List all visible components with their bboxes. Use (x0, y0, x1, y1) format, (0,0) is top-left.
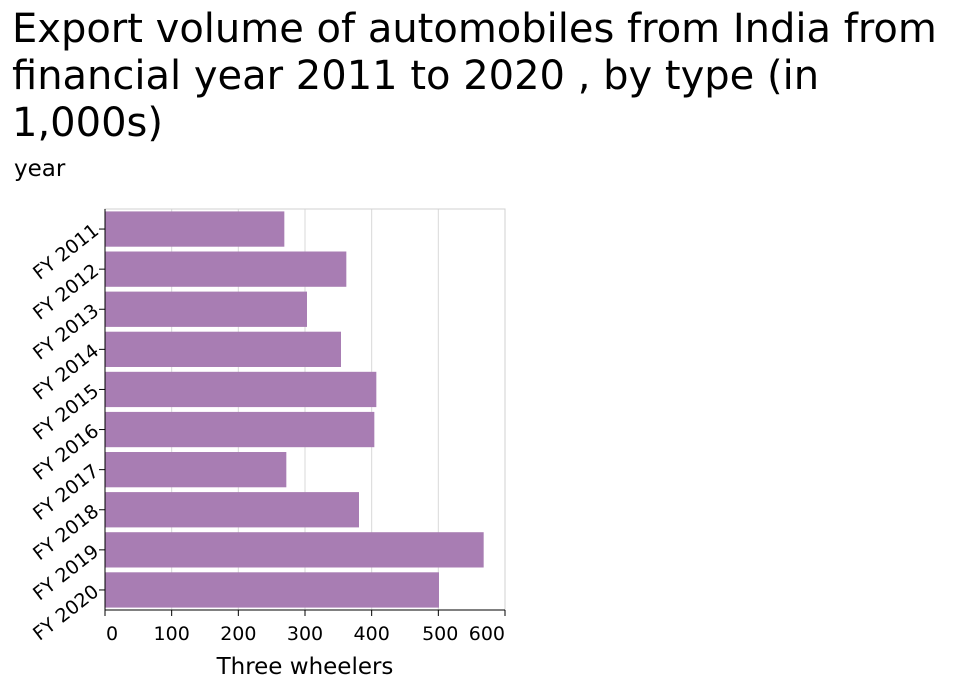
x-axis-label: Three wheelers (216, 654, 394, 680)
bar: FY 2020: 501 (105, 572, 439, 608)
bar: FY 2017: 272 (105, 452, 287, 488)
chart-title: Export volume of automobiles from India … (12, 6, 937, 146)
x-tick-label: 400 (354, 623, 390, 645)
bar: FY 2011: 269 (105, 211, 285, 247)
bars: FY 2011: 269 FY 2012: 362 FY 2013: 303 FY 2… (105, 211, 484, 608)
bar: FY 2013: 303 (105, 291, 307, 327)
bar: FY 2016: 404 (105, 411, 375, 448)
bar: FY 2014: 354 (105, 331, 341, 367)
y-axis-label: year (14, 156, 66, 182)
bar: FY 2018: 381 (105, 492, 359, 528)
bar: FY 2012: 362 (105, 251, 347, 287)
x-tick-label: 0 (106, 623, 118, 645)
x-tick-label: 300 (287, 623, 323, 645)
bar: FY 2015: 407 (105, 371, 377, 408)
x-tick-label: 200 (220, 623, 256, 645)
x-axis-ticks: 0 100 200 300 400 500 600 (104, 610, 506, 645)
bar: FY 2019: 568 (105, 532, 484, 568)
x-tick-label: 500 (422, 623, 458, 645)
x-tick-label: 100 (154, 623, 190, 645)
x-tick-label: 600 (469, 623, 505, 645)
